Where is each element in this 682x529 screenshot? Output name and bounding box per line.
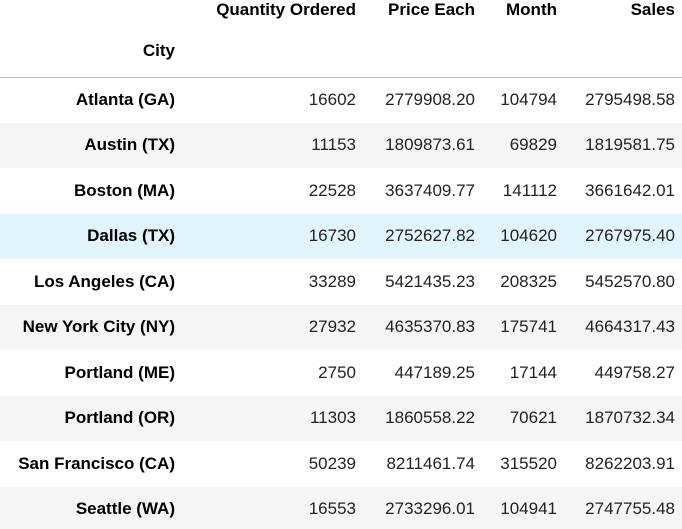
row-index-city: Portland (ME) [64, 362, 176, 382]
cell-sales: 5452570.80 [585, 271, 675, 291]
cell-month: 69829 [509, 135, 557, 155]
cell-price-each: 8211461.74 [386, 453, 475, 473]
cell-month: 315520 [500, 453, 557, 473]
table-row: Atlanta (GA) 16602 2779908.20 104794 2795498… [0, 77, 682, 123]
column-header-quantity-ordered: Quantity Ordered [216, 0, 356, 19]
table-row: Seattle (WA) 16553 2733296.01 104941 2747755… [0, 486, 682, 529]
cell-sales: 2767975.40 [585, 226, 675, 246]
column-header-price-each: Price Each [388, 0, 475, 19]
header-blank-cell [564, 26, 682, 78]
table-row: Los Angeles (CA) 33289 5421435.23 208325 545… [0, 259, 682, 305]
row-index-city: New York City (NY) [22, 317, 175, 337]
cell-price-each: 3637409.77 [385, 180, 475, 200]
cell-month: 17144 [509, 362, 557, 382]
index-name-row: City [0, 26, 682, 78]
table-body: Atlanta (GA) 16602 2779908.20 104794 2795498… [0, 77, 682, 529]
cell-quantity-ordered: 11303 [309, 408, 356, 428]
cell-quantity-ordered: 11153 [311, 135, 356, 155]
column-header-row: Quantity Ordered Price Each Month Sales [0, 0, 682, 26]
row-index-city: Los Angeles (CA) [33, 271, 175, 291]
cell-sales: 2795498.58 [585, 90, 675, 109]
row-index-city: Seattle (WA) [75, 499, 175, 519]
cell-quantity-ordered: 22528 [308, 180, 356, 200]
row-index-city: Boston (MA) [73, 180, 175, 200]
row-index-city: Dallas (TX) [87, 226, 175, 246]
row-index-city: San Francisco (CA) [18, 453, 175, 473]
header-blank-cell [0, 0, 182, 26]
row-index-city: Austin (TX) [84, 135, 175, 155]
table-row: San Francisco (CA) 50239 8211461.74 315520 8… [0, 441, 682, 487]
header-blank-cell [363, 26, 482, 78]
cell-sales: 1870732.34 [585, 408, 675, 428]
cell-price-each: 5421435.23 [385, 271, 475, 291]
cell-month: 70621 [509, 408, 557, 428]
column-header-month: Month [506, 0, 557, 19]
table-row: Portland (ME) 2750 447189.25 17144 449758.27 [0, 350, 682, 396]
cell-month: 141112 [502, 180, 557, 200]
cell-quantity-ordered: 27932 [308, 317, 356, 337]
cell-price-each: 1860558.22 [385, 408, 475, 428]
cell-quantity-ordered: 16553 [308, 499, 356, 519]
cell-price-each: 447189.25 [394, 362, 475, 382]
cell-price-each: 1809873.61 [385, 135, 475, 155]
cell-month: 175741 [500, 317, 557, 337]
cell-quantity-ordered: 33289 [308, 271, 356, 291]
cell-quantity-ordered: 50239 [308, 453, 356, 473]
cell-sales: 4664317.43 [585, 317, 675, 337]
column-header-sales: Sales [630, 0, 675, 19]
row-index-city: Portland (OR) [64, 408, 176, 428]
cell-quantity-ordered: 16730 [308, 226, 356, 246]
cell-sales: 449758.27 [594, 362, 675, 382]
cell-price-each: 2733296.01 [385, 499, 475, 519]
cell-month: 104794 [500, 90, 557, 109]
table-row: New York City (NY) 27932 4635370.83 175741 4… [0, 304, 682, 350]
cell-month: 208325 [500, 271, 557, 291]
cell-price-each: 2779908.20 [385, 90, 475, 109]
table-row: Portland (OR) 11303 1860558.22 70621 1870732… [0, 395, 682, 441]
cell-price-each: 2752627.82 [385, 226, 475, 246]
table-row: Austin (TX) 11153 1809873.61 69829 1819581.7… [0, 122, 682, 168]
cell-price-each: 4635370.83 [385, 317, 475, 337]
cell-sales: 2747755.48 [585, 499, 675, 519]
cell-quantity-ordered: 16602 [308, 90, 356, 109]
index-name-city: City [0, 26, 182, 78]
table-header: Quantity Ordered Price Each Month Sales … [0, 0, 682, 78]
cell-quantity-ordered: 2750 [318, 362, 356, 382]
cell-month: 104620 [500, 226, 557, 246]
cell-sales: 8262203.91 [585, 453, 675, 473]
table-row: Boston (MA) 22528 3637409.77 141112 3661642.… [0, 168, 682, 214]
header-blank-cell [482, 26, 564, 78]
header-blank-cell [182, 26, 363, 78]
row-index-city: Atlanta (GA) [75, 90, 175, 109]
table-row: Dallas (TX) 16730 2752627.82 104620 2767975.… [0, 213, 682, 259]
cell-sales: 3661642.01 [585, 180, 675, 200]
cell-sales: 1819581.75 [585, 135, 675, 155]
cell-month: 104941 [500, 499, 557, 519]
